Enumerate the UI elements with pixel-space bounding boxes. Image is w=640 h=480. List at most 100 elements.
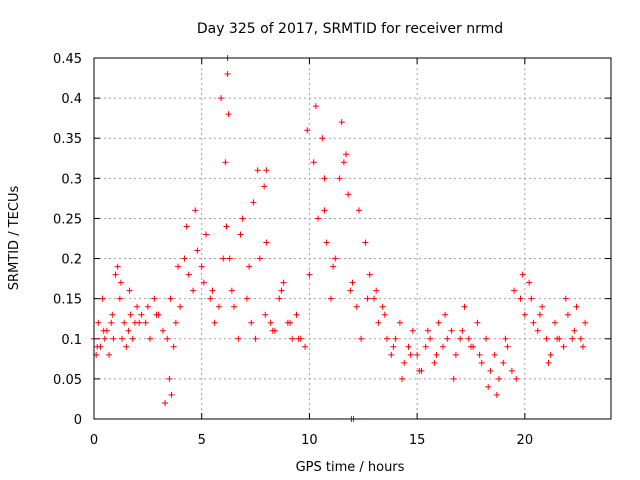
- data-point: [534, 327, 541, 334]
- data-point: [345, 191, 352, 198]
- data-point: [405, 343, 412, 350]
- data-point: [108, 319, 115, 326]
- data-point: [224, 71, 231, 78]
- data-point: [95, 319, 102, 326]
- data-points: [91, 55, 589, 422]
- data-point: [112, 271, 119, 278]
- data-point: [138, 311, 145, 318]
- data-point: [321, 207, 328, 214]
- data-point: [315, 215, 322, 222]
- data-point: [250, 199, 257, 206]
- data-point: [170, 343, 177, 350]
- data-point: [487, 367, 494, 374]
- data-point: [276, 295, 283, 302]
- data-point: [194, 247, 201, 254]
- data-point: [310, 159, 317, 166]
- data-point: [545, 359, 552, 366]
- data-point: [396, 319, 403, 326]
- data-point: [336, 175, 343, 182]
- data-point: [153, 311, 160, 318]
- data-point: [164, 335, 171, 342]
- data-point: [246, 263, 253, 270]
- data-point: [136, 319, 143, 326]
- data-point: [126, 287, 133, 294]
- data-point: [183, 223, 190, 230]
- x-tick-label: 20: [517, 433, 534, 448]
- data-point: [371, 295, 378, 302]
- y-tick-label: 0.1: [61, 333, 82, 348]
- axes: 0 0.05 0.1 0.15 0.2 0.25 0.3 0.35 0.4 0.45 0 5 10 15 2…: [53, 52, 611, 448]
- data-point: [263, 167, 270, 174]
- data-point: [422, 343, 429, 350]
- data-point: [340, 159, 347, 166]
- data-point: [564, 311, 571, 318]
- data-point: [450, 375, 457, 382]
- data-point: [200, 279, 207, 286]
- data-point: [358, 335, 365, 342]
- data-point: [375, 319, 382, 326]
- data-point: [223, 223, 230, 230]
- data-point: [442, 311, 449, 318]
- data-point: [562, 295, 569, 302]
- data-point: [573, 303, 580, 310]
- data-point: [526, 279, 533, 286]
- data-point: [461, 303, 468, 310]
- data-point: [254, 167, 261, 174]
- data-point: [493, 391, 500, 398]
- data-point: [304, 127, 311, 134]
- data-point: [263, 239, 270, 246]
- data-point: [144, 303, 151, 310]
- data-point: [121, 319, 128, 326]
- data-point: [392, 335, 399, 342]
- data-point: [278, 287, 285, 294]
- data-point: [218, 95, 225, 102]
- data-point: [226, 255, 233, 262]
- data-point: [577, 335, 584, 342]
- data-point: [222, 159, 229, 166]
- data-point: [427, 335, 434, 342]
- data-point: [457, 335, 464, 342]
- plot-frame: [93, 57, 612, 420]
- data-point: [321, 175, 328, 182]
- data-point: [129, 335, 136, 342]
- data-point: [262, 311, 269, 318]
- data-point: [483, 335, 490, 342]
- data-point: [110, 335, 117, 342]
- data-point: [172, 319, 179, 326]
- data-point: [239, 215, 246, 222]
- y-tick-label: 0.3: [61, 172, 82, 187]
- data-point: [519, 271, 526, 278]
- data-point: [198, 263, 205, 270]
- data-point: [579, 343, 586, 350]
- data-point: [225, 111, 232, 118]
- data-point: [513, 375, 520, 382]
- data-point: [349, 279, 356, 286]
- data-point: [261, 183, 268, 190]
- data-point: [381, 311, 388, 318]
- data-point: [142, 319, 149, 326]
- y-axis-label: SRMTID / TECUs: [7, 186, 22, 291]
- data-point: [485, 383, 492, 390]
- data-point: [388, 351, 395, 358]
- data-point: [554, 335, 561, 342]
- data-point: [228, 287, 235, 294]
- data-point: [127, 311, 134, 318]
- data-point: [338, 119, 345, 126]
- data-point: [116, 295, 123, 302]
- data-point: [125, 327, 132, 334]
- data-point: [119, 335, 126, 342]
- data-point: [323, 239, 330, 246]
- data-point: [147, 335, 154, 342]
- data-point: [177, 303, 184, 310]
- data-point: [295, 335, 302, 342]
- data-point: [319, 135, 326, 142]
- data-point: [362, 239, 369, 246]
- data-point: [500, 359, 507, 366]
- data-point: [293, 311, 300, 318]
- data-point: [478, 359, 485, 366]
- data-point: [435, 319, 442, 326]
- data-point: [399, 375, 406, 382]
- y-tick-label: 0.25: [53, 212, 82, 227]
- y-tick-label: 0.05: [53, 373, 82, 388]
- data-point: [114, 263, 121, 270]
